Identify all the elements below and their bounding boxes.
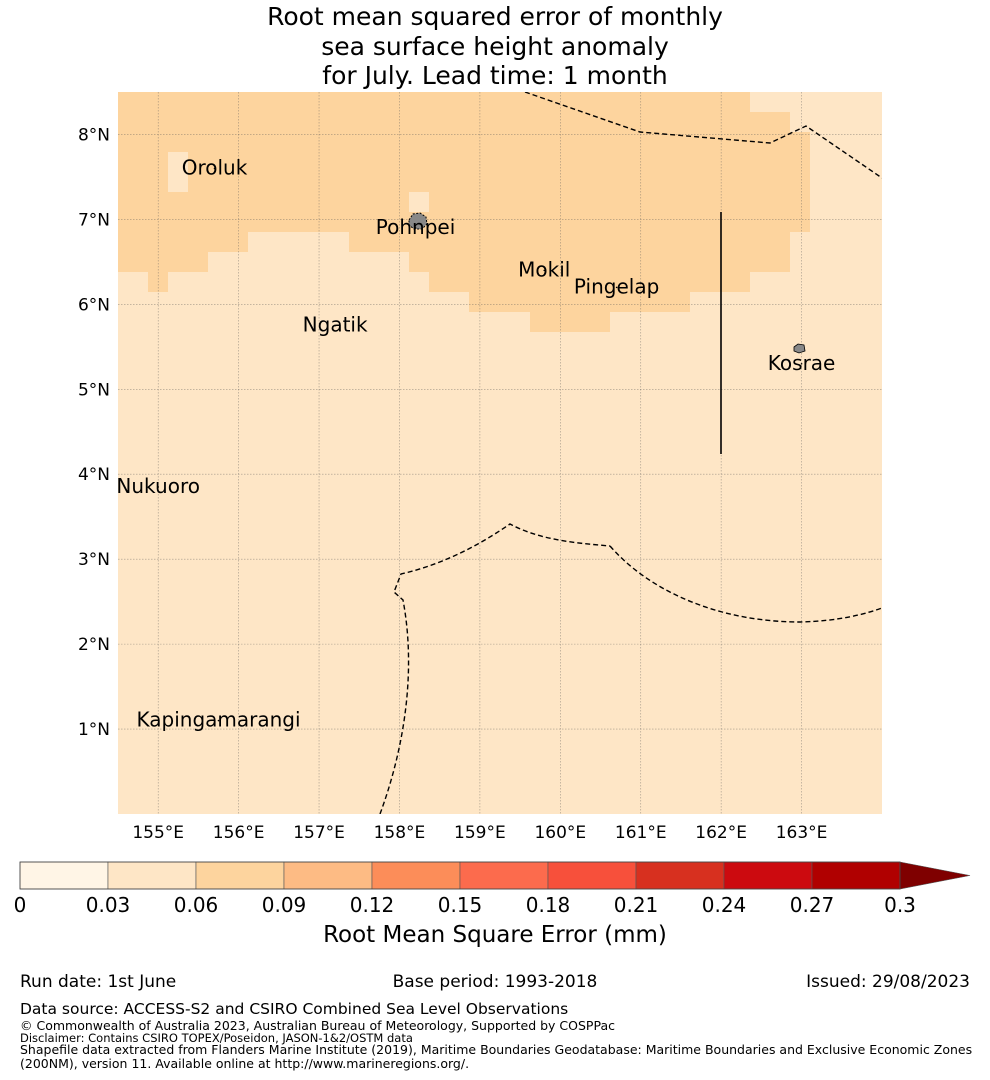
lon-tick-label: 161°E [615, 823, 667, 843]
colorbar-segment [811, 861, 901, 890]
map-title: Root mean squared error of monthly sea s… [0, 2, 990, 91]
lat-tick-label: 3°N [78, 550, 110, 570]
lon-tick-label: 156°E [213, 823, 265, 843]
island-label: Pingelap [574, 274, 659, 298]
lat-tick-label: 7°N [78, 210, 110, 230]
shapefile-credit-2: (200NM), version 11. Available online at… [20, 1056, 470, 1071]
island-label: Mokil [518, 257, 570, 281]
rmse-notch-oroluk [168, 152, 188, 192]
colorbar-segment [371, 861, 461, 890]
colorbar-segment [195, 861, 285, 890]
lon-tick-label: 162°E [695, 823, 747, 843]
maritime-boundaries [379, 92, 882, 814]
colorbar-extend-arrow [899, 861, 971, 890]
copyright: © Commonwealth of Australia 2023, Austra… [20, 1018, 615, 1033]
island-marker [615, 286, 618, 289]
colorbar-tick: 0.27 [789, 893, 835, 917]
lat-tick-label: 6°N [78, 295, 110, 315]
colorbar-tick: 0 [13, 893, 27, 917]
lat-tick-label: 1°N [78, 720, 110, 740]
island-marker [157, 486, 160, 488]
colorbar-tick: 0.06 [173, 893, 219, 917]
lat-tick-label: 4°N [78, 465, 110, 485]
colorbar-tick: 0.09 [261, 893, 307, 917]
colorbar-tick: 0.3 [884, 893, 916, 917]
kosrae-land [793, 343, 806, 354]
colorbar-tick: 0.03 [85, 893, 131, 917]
title-line-3: for July. Lead time: 1 month [322, 61, 668, 90]
run-date: Run date: 1st June [20, 972, 177, 992]
colorbar-outline [19, 861, 901, 890]
boundary-south-east [609, 545, 882, 623]
lon-tick-label: 155°E [132, 823, 184, 843]
lat-tick-label: 8°N [78, 125, 110, 145]
lon-tick-label: 157°E [293, 823, 345, 843]
island-label: Pohnpei [376, 215, 456, 239]
island-marker [414, 227, 417, 229]
colorbar-segment [635, 861, 725, 890]
colorbar-segment [723, 861, 813, 890]
colorbar-tick: 0.24 [701, 893, 747, 917]
island-label: Oroluk [182, 155, 248, 179]
colorbar-tick: 0.21 [613, 893, 659, 917]
lon-tick-label: 163°E [776, 823, 828, 843]
rmse-region-0.06 [118, 92, 810, 332]
issued-date: Issued: 29/08/2023 [806, 972, 970, 992]
colorbar-tick-labels: 0 0.03 0.06 0.09 0.12 0.15 0.18 0.21 0.24 0.27 0.3 [0, 893, 990, 921]
colorbar-segment [19, 861, 109, 890]
colorbar-segment [283, 861, 373, 890]
title-line-2: sea surface height anomaly [321, 31, 669, 61]
data-source: Data source: ACCESS-S2 and CSIRO Combine… [20, 1000, 569, 1018]
rmse-notch-pohnpei [409, 192, 429, 212]
lat-tick-label: 5°N [78, 380, 110, 400]
colorbar-segment [107, 861, 197, 890]
colorbar-tick: 0.12 [349, 893, 395, 917]
island-marker [800, 363, 803, 365]
island-label: Kapingamarangi [137, 708, 301, 732]
island-marker [213, 167, 216, 170]
colorbar-tick: 0.15 [437, 893, 483, 917]
lon-tick-label: 159°E [454, 823, 506, 843]
base-period: Base period: 1993-2018 [392, 972, 598, 992]
axis-labels: 155°E 156°E 157°E 158°E 159°E 160°E 161°E 162°E… [78, 125, 827, 843]
island-marker [334, 324, 336, 327]
boundary-south-west [379, 523, 611, 814]
colorbar [19, 861, 971, 890]
colorbar-label: Root Mean Square Error (mm) [323, 922, 667, 948]
colorbar-segment [459, 861, 549, 890]
colorbar-tick: 0.18 [525, 893, 571, 917]
island-label: Nukuoro [116, 474, 200, 498]
island-marker [543, 269, 546, 272]
boundary-north [524, 92, 882, 179]
island-label: Kosrae [768, 351, 836, 375]
disclaimer: Disclaimer: Contains CSIRO TOPEX/Poseido… [20, 1031, 413, 1045]
colorbar-segment [547, 861, 637, 890]
pohnpei-land [408, 212, 428, 230]
lon-tick-label: 160°E [534, 823, 586, 843]
island-marker [217, 719, 220, 722]
shapefile-credit-1: Shapefile data extracted from Flanders M… [20, 1042, 973, 1057]
lat-tick-label: 2°N [78, 635, 110, 655]
island-label: Ngatik [303, 313, 368, 337]
title-line-1: Root mean squared error of monthly [267, 2, 723, 31]
lon-tick-label: 158°E [374, 823, 426, 843]
